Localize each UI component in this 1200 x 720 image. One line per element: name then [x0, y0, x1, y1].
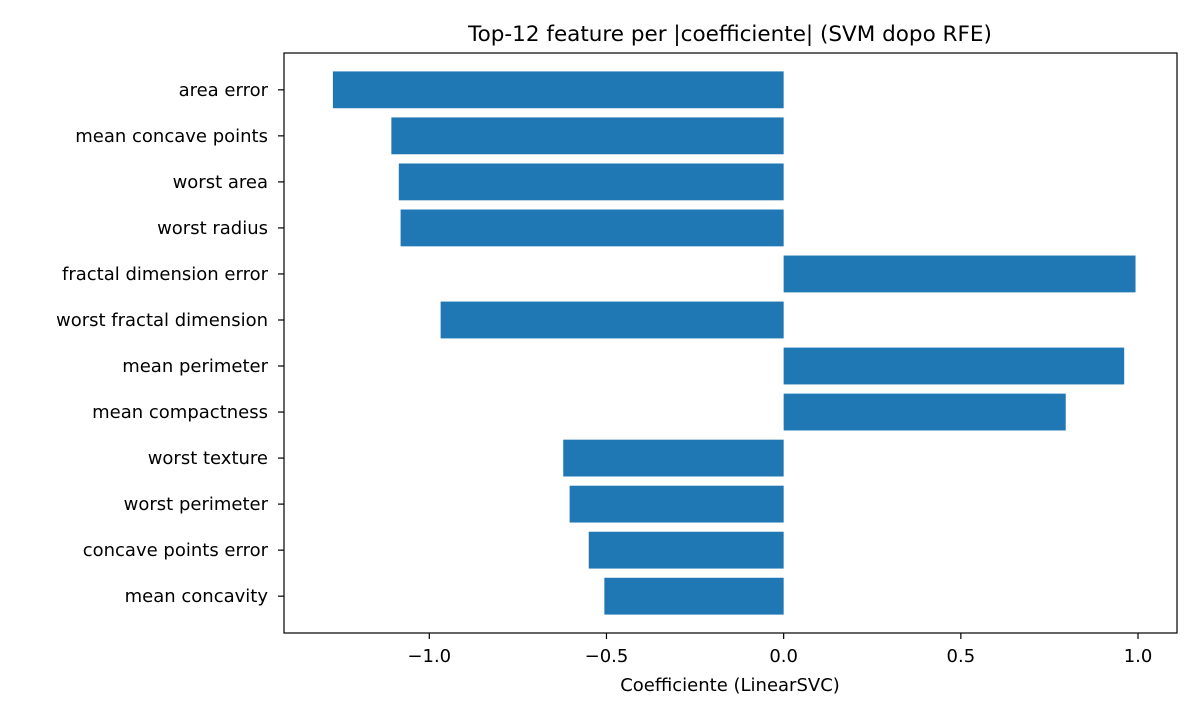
bar [332, 71, 784, 109]
x-tick-label: −1.0 [407, 646, 451, 667]
plot-frame [283, 52, 1178, 634]
x-axis: −1.0 −0.5 0.0 0.5 1.0 [407, 633, 1152, 667]
bar [783, 255, 1136, 293]
bar [588, 531, 784, 569]
bar [398, 163, 784, 201]
bar [391, 117, 784, 155]
chart-title: Top-12 feature per |coefficiente| (SVM d… [467, 22, 992, 47]
bar [569, 485, 784, 523]
x-axis-label: Coefficiente (LinearSVC) [620, 675, 840, 696]
y-tick-label: worst area [173, 172, 268, 193]
y-axis: area error mean concave points worst area w… [56, 80, 284, 607]
y-tick-label: concave points error [83, 540, 269, 561]
y-tick-label: worst perimeter [124, 494, 269, 515]
x-tick-label: 0.5 [947, 646, 976, 667]
bar [783, 393, 1066, 431]
y-tick-label: mean concave points [75, 126, 268, 147]
y-tick-label: worst texture [148, 448, 268, 469]
bar [400, 209, 784, 247]
y-tick-label: mean compactness [92, 402, 268, 423]
bar [440, 301, 784, 339]
x-tick-label: 0.0 [769, 646, 798, 667]
bars-group [332, 71, 1136, 615]
bar [783, 347, 1125, 385]
y-tick-label: worst radius [157, 218, 268, 239]
y-tick-label: mean concavity [125, 586, 269, 607]
y-tick-label: worst fractal dimension [56, 310, 268, 331]
bar [563, 439, 784, 477]
bar [604, 577, 784, 615]
x-tick-label: −0.5 [585, 646, 629, 667]
y-tick-label: mean perimeter [122, 356, 268, 377]
y-tick-label: area error [179, 80, 269, 101]
y-tick-label: fractal dimension error [62, 264, 269, 285]
x-tick-label: 1.0 [1124, 646, 1153, 667]
